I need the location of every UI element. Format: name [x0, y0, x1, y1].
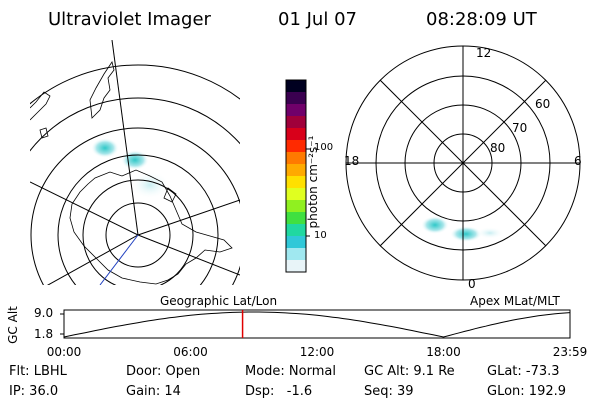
colorbar-segment [286, 260, 306, 273]
mode-readout: Mode: Normal [245, 364, 336, 379]
geographic-panel-title: Geographic Lat/Lon [160, 294, 278, 308]
mlat-label-70: 70 [512, 121, 528, 135]
mlat-label-60: 60 [535, 97, 551, 111]
sequence-readout: Seq: 39 [364, 384, 414, 399]
magnetic-panel-title: Apex MLat/MLT [470, 294, 560, 308]
colorbar-segment [286, 188, 306, 201]
colorbar-segment [286, 92, 306, 105]
colorbar-segment [286, 104, 306, 117]
colorbar-segment [286, 212, 306, 225]
altitude-timeline [60, 309, 571, 339]
timeline-x-tick: 06:00 [173, 345, 208, 359]
gc-altitude-readout: GC Alt: 9.1 Re [364, 364, 455, 379]
colorbar-segment [286, 236, 306, 249]
australia-coastline [30, 91, 51, 121]
dsp-readout: Dsp: -1.6 [245, 384, 313, 399]
ip-readout: IP: 36.0 [9, 384, 59, 399]
colorbar-segment [286, 128, 306, 141]
mlt-label-bottom: 0 [468, 277, 476, 291]
gain-readout: Gain: 14 [126, 384, 181, 399]
colorbar-segment [286, 140, 306, 153]
mlt-label-left: 18 [344, 154, 360, 168]
mlt-label-top: 12 [476, 46, 492, 60]
colorbar-segment [286, 80, 306, 93]
aurora-emission-blob [450, 226, 482, 242]
colorbar-segment [286, 176, 306, 189]
aurora-emission-blob [130, 171, 170, 199]
observation-time: 08:28:09 UT [426, 9, 537, 30]
mlt-label-right: 6 [574, 154, 582, 168]
observation-date: 01 Jul 07 [278, 9, 357, 30]
altitude-curve [63, 311, 571, 338]
new-zealand-coastline [89, 61, 115, 119]
door-readout: Door: Open [126, 364, 201, 379]
colorbar-segment [286, 116, 306, 129]
timeline-x-tick: 23:59 [552, 345, 588, 359]
magnetic-polar-plot [345, 45, 581, 281]
geographic-grid [30, 40, 240, 285]
timeline-y-tick-min: 1.8 [34, 327, 54, 341]
instrument-title: Ultraviolet Imager [48, 9, 211, 30]
timeline-x-tick: 18:00 [426, 345, 461, 359]
colorbar-segment [286, 224, 306, 237]
colorbar-units-label: photon cm⁻²s⁻¹ [306, 135, 320, 229]
filter-readout: Flt: LBHL [9, 364, 67, 379]
aurora-emission-blob [91, 138, 119, 158]
colorbar-tick-100: 100 [314, 142, 334, 153]
glon-readout: GLon: 192.9 [487, 384, 567, 399]
timeline-x-tick: 00:00 [46, 345, 82, 359]
colorbar [285, 79, 310, 273]
timeline-y-tick-max: 9.0 [34, 306, 54, 320]
glat-readout: GLat: -73.3 [487, 364, 560, 379]
timeline-x-tick: 12:00 [299, 345, 335, 359]
orbit-track [99, 234, 139, 285]
antarctica-coastline [69, 169, 233, 285]
colorbar-segment [286, 200, 306, 213]
aurora-emission-blob [421, 216, 449, 234]
colorbar-segment [286, 152, 306, 165]
colorbar-tick-10: 10 [314, 230, 327, 241]
colorbar-frame [285, 79, 307, 273]
colorbar-segment [286, 164, 306, 177]
colorbar-segment [286, 248, 306, 261]
timeline-y-axis-label: GC Alt [6, 306, 20, 344]
mlat-label-80: 80 [490, 141, 506, 155]
aurora-emission-blob [121, 150, 149, 170]
aurora-emission-blob [476, 227, 504, 239]
